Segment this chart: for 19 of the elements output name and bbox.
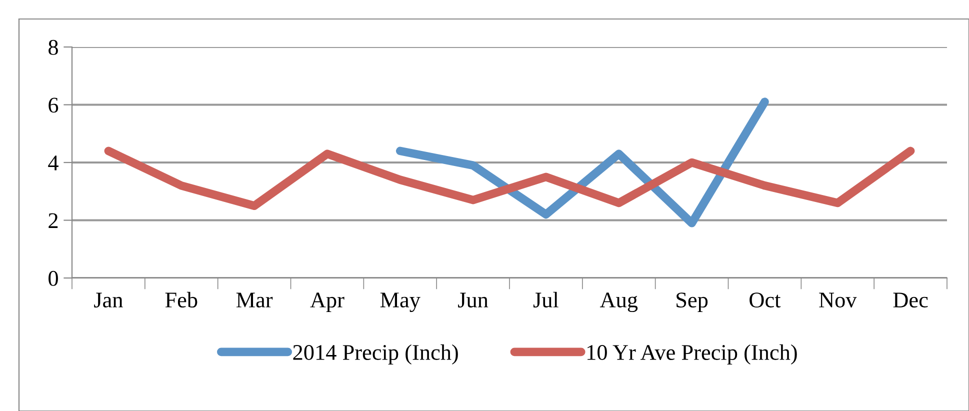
- legend-label: 10 Yr Ave Precip (Inch): [588, 344, 797, 364]
- y-tick-label: 2: [48, 213, 58, 228]
- x-tick-label: Mar: [236, 292, 273, 308]
- x-tick-label: Oct: [750, 292, 781, 308]
- x-tick-label: Feb: [165, 292, 198, 308]
- legend-label: 2014 Precip (Inch): [293, 344, 458, 364]
- x-tick-label: Jan: [94, 292, 123, 308]
- x-tick-label: Jun: [458, 292, 488, 308]
- x-tick-label: May: [380, 292, 420, 312]
- y-tick-label: 4: [48, 156, 58, 170]
- y-tick-label: 0: [48, 270, 58, 286]
- x-tick-label: Apr: [310, 292, 344, 312]
- x-tick-label: Aug: [600, 292, 638, 312]
- x-tick-label: Dec: [893, 292, 928, 308]
- y-tick-label: 8: [48, 40, 58, 55]
- x-tick-label: Nov: [819, 292, 857, 308]
- x-tick-label: Sep: [676, 292, 708, 312]
- x-tick-label: Jul: [533, 292, 558, 308]
- y-tick-label: 6: [48, 98, 58, 113]
